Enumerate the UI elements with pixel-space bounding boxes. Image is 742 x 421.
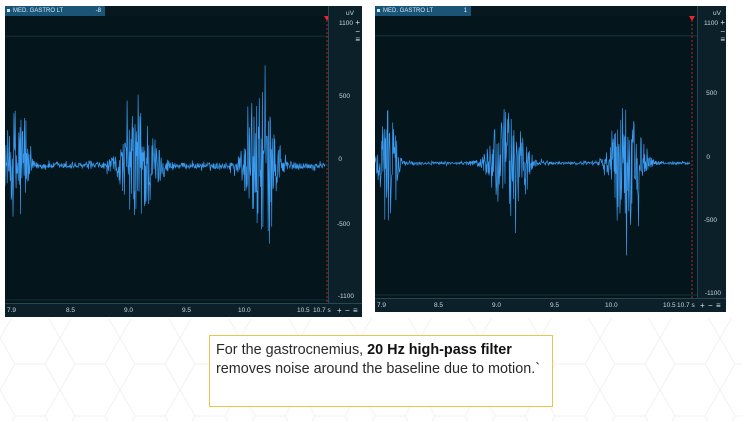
channel-dot-icon <box>7 8 10 12</box>
y-tick-label: 0 <box>706 154 710 161</box>
y-tick-label: -1100 <box>337 293 354 300</box>
y-axis: uV 1100 + − ≡ 500 0 -500 -1100 <box>328 6 362 317</box>
x-tick-label: 7.9 <box>7 307 17 314</box>
y-tick-label: 500 <box>706 90 717 97</box>
x-tick-label: 9.5 <box>550 302 560 309</box>
x-tick-label: 10.0 <box>238 307 251 314</box>
channel-name: MED. GASTRO LT <box>13 8 64 14</box>
channel-offset: 1 <box>463 8 467 14</box>
x-axis: 7.9 8.5 9.0 9.5 10.0 10.5 10.7 s + − ≡ <box>375 298 726 312</box>
x-zoom-in-button[interactable]: + <box>337 306 342 315</box>
y-unit: uV <box>713 10 721 17</box>
y-zoom-in-button[interactable]: + <box>720 18 725 27</box>
emg-panel-filtered: MED. GASTRO LT 1 uV 1100 + − ≡ 500 0 -50… <box>375 6 726 312</box>
y-zoom-in-button[interactable]: + <box>355 18 360 27</box>
x-menu-icon[interactable]: ≡ <box>716 301 721 310</box>
caption-box: For the gastrocnemius, 20 Hz high-pass f… <box>209 335 553 407</box>
x-zoom-out-button[interactable]: − <box>345 306 350 315</box>
emg-signal-line <box>5 65 326 244</box>
emg-trace-svg <box>375 16 698 299</box>
x-zoom-in-button[interactable]: + <box>700 301 705 310</box>
x-menu-icon[interactable]: ≡ <box>353 306 358 315</box>
x-tick-label: 10.5 <box>663 302 676 309</box>
x-zoom-out-button[interactable]: − <box>708 301 713 310</box>
x-tick-label: 8.5 <box>434 302 444 309</box>
y-top-label: 1100 <box>339 20 353 27</box>
y-menu-icon[interactable]: ≡ <box>355 35 360 44</box>
y-tick-label: -500 <box>703 217 717 224</box>
x-tick-label: 10.0 <box>605 302 618 309</box>
x-axis: 7.9 8.5 9.0 9.5 10.0 10.5 10.7 s + − ≡ <box>5 303 362 317</box>
channel-tab[interactable]: MED. GASTRO LT -8 <box>5 6 105 16</box>
y-axis: uV 1100 + − ≡ 500 0 -500 -1100 <box>697 6 726 312</box>
x-tick-label: 9.0 <box>124 307 134 314</box>
channel-tab[interactable]: MED. GASTRO LT 1 <box>375 6 471 16</box>
emg-plot[interactable] <box>5 16 333 304</box>
y-zoom-out-button[interactable]: − <box>720 27 725 36</box>
x-tick-label: 7.9 <box>377 302 387 309</box>
y-tick-label: 500 <box>339 93 350 100</box>
y-tick-label: -1100 <box>704 290 721 297</box>
caption-text-1: For the gastrocnemius, <box>216 342 368 358</box>
emg-panel-unfiltered: MED. GASTRO LT -8 uV 1100 + − ≡ 500 0 -5… <box>5 6 362 317</box>
y-menu-icon[interactable]: ≡ <box>720 35 725 44</box>
emg-plot[interactable] <box>375 16 698 299</box>
x-tick-label: 9.0 <box>492 302 502 309</box>
emg-trace-svg <box>5 16 333 304</box>
x-tick-label: 8.5 <box>66 307 76 314</box>
channel-dot-icon <box>377 8 380 12</box>
y-tick-label: 0 <box>338 156 342 163</box>
caption-highlight: 20 Hz high-pass filter <box>367 342 512 358</box>
y-top-label: 1100 <box>704 20 718 27</box>
channel-name: MED. GASTRO LT <box>383 8 434 14</box>
y-unit: uV <box>346 10 354 17</box>
red-triangle-marker <box>689 16 695 21</box>
channel-offset: -8 <box>95 8 101 14</box>
x-tick-label: 10.5 <box>297 307 310 314</box>
x-end-label: 10.7 s <box>677 302 695 309</box>
caption-text-2: removes noise around the baseline due to… <box>216 361 540 377</box>
emg-signal-line <box>375 108 691 256</box>
y-tick-label: -500 <box>336 221 350 228</box>
y-zoom-out-button[interactable]: − <box>355 27 360 36</box>
x-tick-label: 9.5 <box>182 307 192 314</box>
x-end-label: 10.7 s <box>313 307 331 314</box>
